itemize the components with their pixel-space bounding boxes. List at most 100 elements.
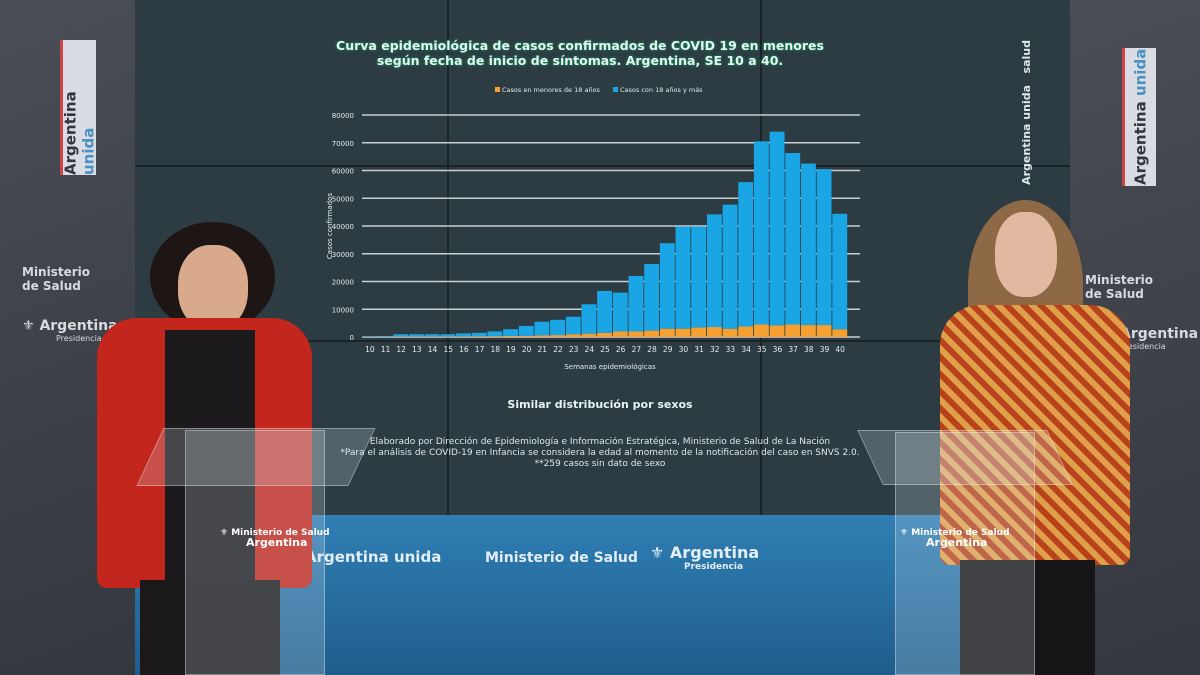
x-tick-label: 10 xyxy=(365,345,375,354)
x-tick-label: 19 xyxy=(506,345,516,354)
x-tick-label: 16 xyxy=(459,345,469,354)
bar-segment xyxy=(503,335,518,337)
x-tick-label: 28 xyxy=(647,345,657,354)
banner-word: Argentina xyxy=(1131,101,1150,186)
podium-text: Argentina xyxy=(246,536,308,549)
y-tick-label: 10000 xyxy=(332,306,354,314)
y-tick-label: 70000 xyxy=(332,140,354,148)
podium-text: Argentina xyxy=(926,536,988,549)
screen-seam xyxy=(135,340,1070,342)
legend-swatch xyxy=(495,87,500,92)
bar-segment xyxy=(518,335,534,337)
bar-segment xyxy=(471,332,487,337)
bar-segment xyxy=(503,329,518,336)
bar-segment xyxy=(800,325,816,337)
bar-segment xyxy=(487,336,503,337)
bar-segment xyxy=(769,325,785,337)
bar-segment xyxy=(738,326,754,337)
x-tick-label: 25 xyxy=(600,345,610,354)
argentina-unida-text: Argentina unida xyxy=(1020,84,1033,185)
footnote: *Para el análisis de COVID-19 en Infanci… xyxy=(340,448,860,458)
y-tick-label: 60000 xyxy=(332,168,354,176)
salud-text: salud xyxy=(1020,40,1033,74)
x-tick-label: 18 xyxy=(490,345,500,354)
x-tick-label: 37 xyxy=(788,345,798,354)
bar-segment xyxy=(377,336,393,337)
x-tick-label: 22 xyxy=(553,345,563,354)
y-tick-label: 0 xyxy=(350,334,354,342)
bar-segment xyxy=(691,327,707,337)
x-tick-label: 17 xyxy=(475,345,485,354)
y-tick-label: 80000 xyxy=(332,112,354,120)
bar-segment xyxy=(518,325,534,336)
podium-text: Ministerio de Salud xyxy=(231,528,330,538)
bar-segment xyxy=(816,169,832,326)
x-tick-label: 26 xyxy=(616,345,626,354)
x-tick-label: 33 xyxy=(726,345,736,354)
argentina-unida-text: Argentina unida xyxy=(305,548,441,566)
argentina-presidencia-logo: ⚜ Argentina Presidencia xyxy=(22,318,118,343)
ministerio-logo-text: Ministerio de Salud xyxy=(1085,273,1154,301)
bar-segment xyxy=(409,334,424,337)
bar-segment xyxy=(550,335,566,337)
bar-segment xyxy=(628,275,644,332)
bar-segment xyxy=(769,131,785,326)
x-tick-label: 24 xyxy=(585,345,595,354)
x-tick-label: 20 xyxy=(522,345,532,354)
bar-segment xyxy=(440,334,456,337)
ministerio-text: Ministerio de Salud xyxy=(485,550,638,566)
bar-segment xyxy=(644,264,660,331)
bar-segment xyxy=(424,334,440,337)
x-tick-label: 39 xyxy=(820,345,830,354)
legend-label: Casos en menores de 18 años xyxy=(502,86,601,94)
x-tick-label: 21 xyxy=(538,345,548,354)
y-tick-label: 20000 xyxy=(332,279,354,287)
bar-segment xyxy=(706,214,722,328)
bar-segment xyxy=(675,328,691,337)
bar-segment xyxy=(534,321,550,336)
bar-segment xyxy=(753,141,769,325)
presidencia-text: Presidencia xyxy=(1120,342,1166,351)
argentina-unida-banner: Argentina unida xyxy=(60,40,98,175)
bar-segment xyxy=(597,290,613,333)
y-axis-label: Casos confirmados xyxy=(326,193,334,260)
footnote: **259 casos sin dato de sexo xyxy=(534,459,666,469)
argentina-presidencia-logo: Argentina Presidencia xyxy=(1120,326,1198,351)
bar-segment xyxy=(832,213,848,330)
ministerio-logo-text: Ministerio de Salud xyxy=(22,265,91,293)
bar-segment xyxy=(628,331,644,337)
argentina-text: Argentina xyxy=(39,318,118,334)
banner-word: unida xyxy=(393,548,442,566)
x-tick-label: 23 xyxy=(569,345,579,354)
podium-right-top xyxy=(857,430,1073,485)
bar-segment xyxy=(722,328,738,337)
podium-left-top xyxy=(136,428,376,486)
x-tick-label: 12 xyxy=(396,345,406,354)
bar-segment xyxy=(456,333,471,337)
podium-text: Ministerio de Salud xyxy=(911,528,1010,538)
chart: 0 10000 20000 30000 40000 50000 60000 70000 8000… xyxy=(326,86,860,371)
argentina-presidencia-logo: ⚜ Argentina Presidencia xyxy=(650,543,760,572)
x-tick-label: 14 xyxy=(428,345,438,354)
podium-left xyxy=(185,430,325,675)
x-tick-label: 29 xyxy=(663,345,673,354)
bar-segment xyxy=(581,333,597,337)
bar-segment xyxy=(738,182,754,327)
podium-logo: ⚜ Ministerio de Salud Argentina xyxy=(900,528,1010,549)
x-tick-label: 40 xyxy=(835,345,845,354)
argentina-unida-banner: Argentina unida xyxy=(1122,48,1156,186)
presidencia-text: Presidencia xyxy=(56,334,102,343)
y-tick-label: 40000 xyxy=(332,223,354,231)
bar-segment xyxy=(691,226,707,328)
blue-banner: Ministerio de Salud ⚜ Argentina Presidenc… xyxy=(135,515,1070,675)
x-tick-label: 13 xyxy=(412,345,422,354)
bar-segment xyxy=(800,163,816,326)
x-tick-label: 27 xyxy=(632,345,642,354)
bar-segment xyxy=(612,331,628,337)
chart-title: Curva epidemiológica de casos confirmado… xyxy=(336,38,824,68)
x-tick-label: 15 xyxy=(443,345,453,354)
x-axis-label: Semanas epidemiológicas xyxy=(564,363,656,371)
argentina-text: Argentina xyxy=(669,543,760,562)
x-tick-label: 32 xyxy=(710,345,720,354)
screen-seam xyxy=(447,0,449,515)
